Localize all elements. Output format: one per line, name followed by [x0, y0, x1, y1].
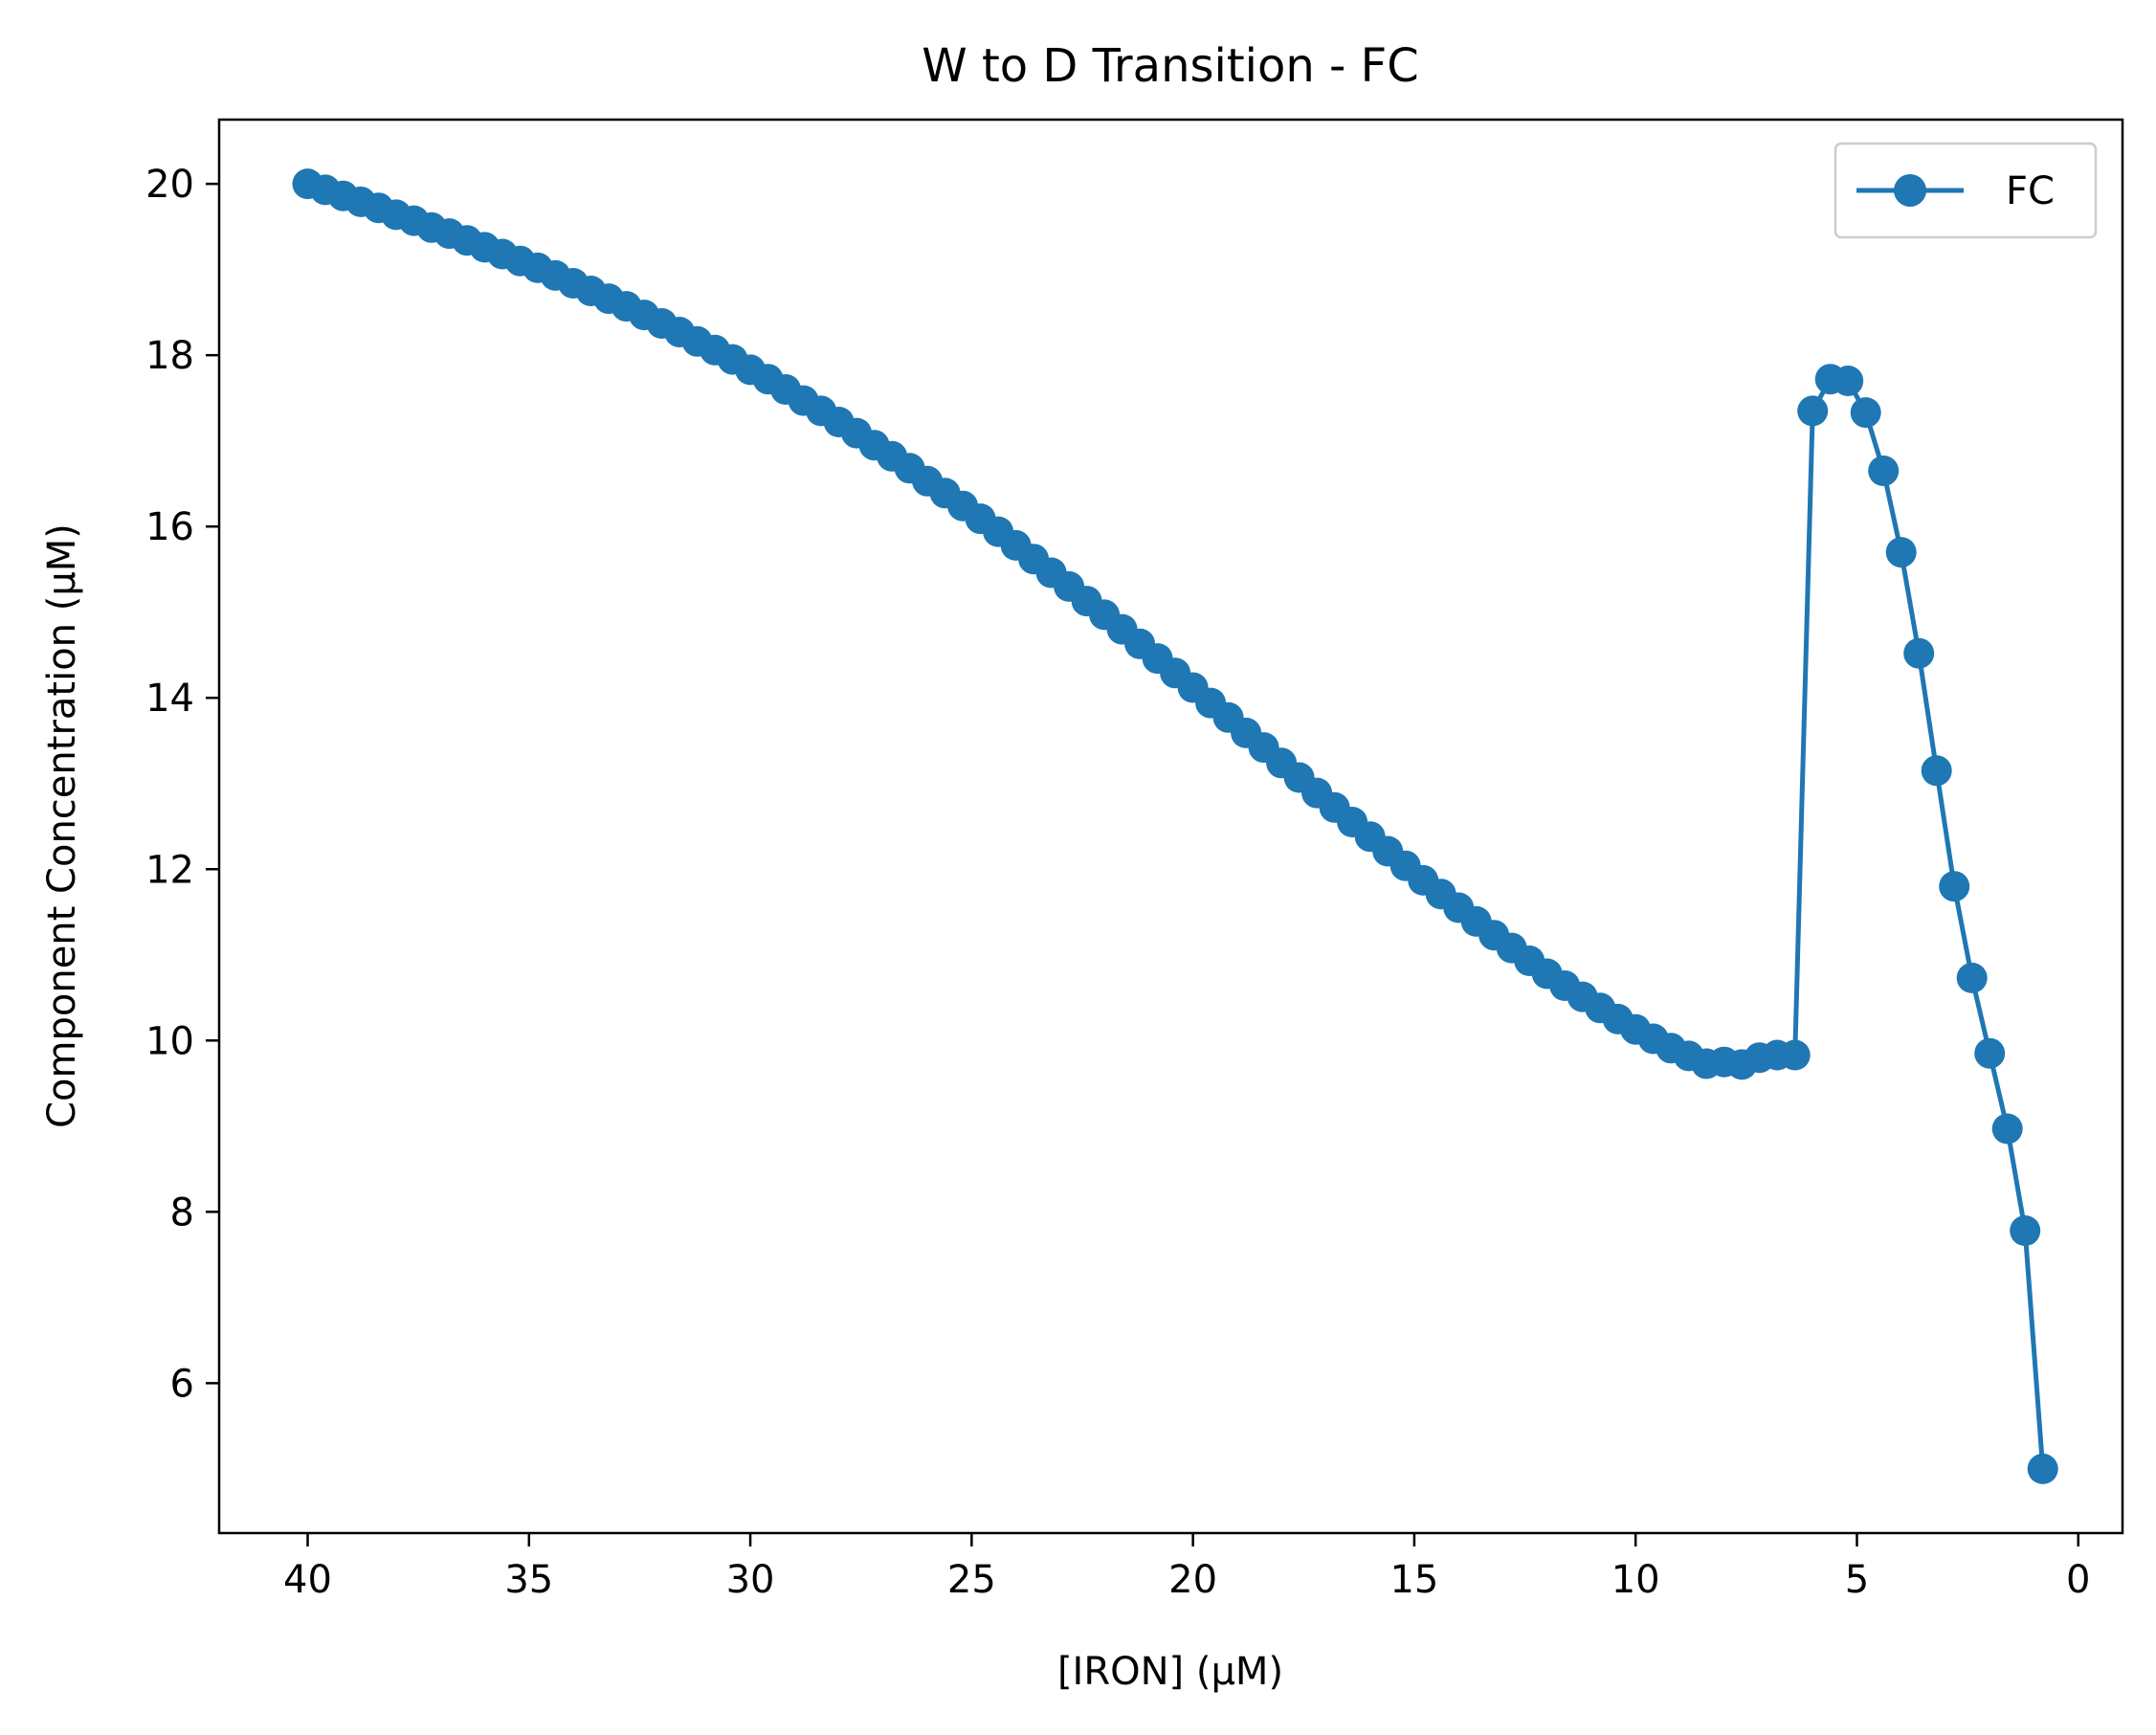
x-tick-label: 40 [283, 1558, 332, 1602]
data-point [1921, 755, 1952, 787]
legend: FC [1834, 142, 2098, 239]
x-tick-label: 20 [1168, 1558, 1217, 1602]
y-axis-label: Component Concentration (μM) [40, 523, 84, 1128]
x-tick-label: 0 [2066, 1558, 2090, 1602]
x-axis: 40 35 30 25 20 15 10 5 0 [283, 1533, 2090, 1602]
plot-frame [217, 118, 2124, 1535]
x-axis-label: [IRON] (μM) [1057, 1650, 1283, 1694]
chart-title: W to D Transition - FC [922, 39, 1418, 93]
legend-box [1834, 142, 2098, 239]
y-tick-label: 16 [145, 505, 194, 549]
x-tick-label: 30 [726, 1558, 775, 1602]
data-point [1868, 456, 1900, 486]
y-tick-label: 8 [170, 1190, 194, 1235]
data-point [1797, 395, 1829, 427]
data-point [1903, 637, 1935, 669]
data-point [1885, 537, 1917, 568]
y-tick-label: 18 [145, 334, 194, 378]
data-point [1833, 366, 1864, 396]
data-point [1974, 1037, 2006, 1069]
legend-label-fc: FC [2006, 169, 2055, 213]
x-tick-label: 25 [947, 1558, 996, 1602]
data-point [1939, 871, 1970, 902]
data-point [1956, 962, 1988, 993]
y-axis: 6 8 10 12 14 16 18 20 [145, 163, 219, 1406]
data-point [1991, 1113, 2023, 1145]
x-tick-label: 10 [1611, 1558, 1660, 1602]
x-tick-label: 35 [504, 1558, 553, 1602]
series-layer [292, 168, 2058, 1484]
y-tick-label: 12 [145, 848, 194, 892]
y-tick-label: 14 [145, 677, 194, 721]
x-tick-label: 5 [1845, 1558, 1869, 1602]
data-point [1779, 1039, 1811, 1071]
data-point [2027, 1453, 2058, 1484]
legend-marker-fc [1894, 174, 1926, 207]
y-tick-label: 10 [145, 1019, 194, 1063]
y-tick-label: 20 [145, 163, 194, 207]
x-tick-label: 15 [1389, 1558, 1438, 1602]
data-point [1850, 397, 1881, 429]
data-point [2010, 1215, 2041, 1246]
y-tick-label: 6 [170, 1362, 194, 1406]
